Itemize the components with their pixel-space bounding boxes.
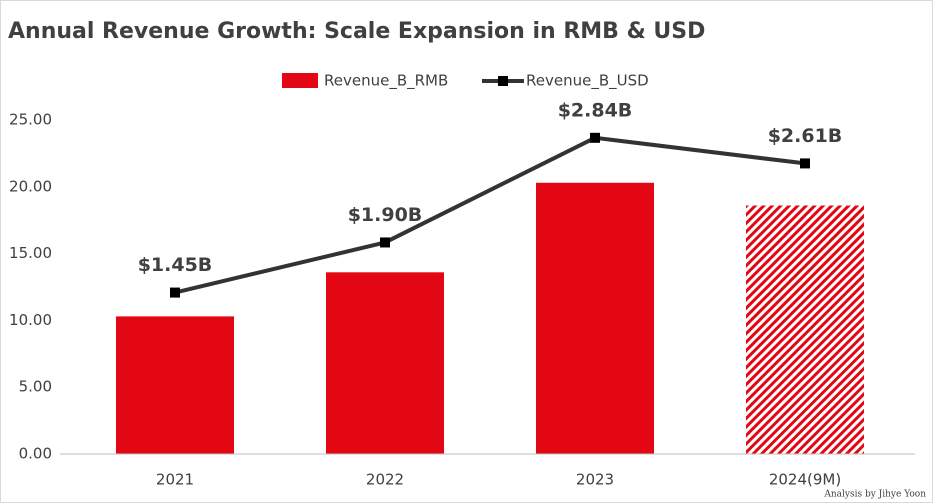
legend-label: Revenue_B_RMB bbox=[324, 72, 448, 91]
y-tick-label: 5.00 bbox=[19, 378, 52, 396]
y-tick-label: 15.00 bbox=[9, 244, 52, 262]
chart-title: Annual Revenue Growth: Scale Expansion i… bbox=[8, 19, 705, 44]
bar bbox=[536, 182, 654, 455]
value-label: $2.61B bbox=[768, 125, 843, 147]
x-tick-label: 2023 bbox=[576, 471, 614, 489]
value-label: $1.90B bbox=[348, 204, 423, 226]
footnote: Analysis by Jihye Yoon bbox=[823, 490, 926, 500]
line-marker bbox=[170, 287, 180, 298]
y-tick-label: 20.00 bbox=[9, 177, 52, 195]
legend-marker bbox=[498, 76, 508, 86]
bar bbox=[746, 205, 864, 454]
y-tick-label: 0.00 bbox=[19, 445, 52, 463]
legend-swatch bbox=[282, 73, 318, 88]
y-tick-label: 25.00 bbox=[9, 111, 52, 129]
value-label: $1.45B bbox=[138, 254, 213, 276]
line-marker bbox=[590, 132, 600, 143]
line-marker bbox=[800, 158, 810, 169]
line-marker bbox=[380, 237, 390, 248]
value-label: $2.84B bbox=[558, 99, 633, 121]
x-tick-label: 2024(9M) bbox=[769, 471, 841, 489]
x-tick-label: 2022 bbox=[366, 471, 404, 489]
x-tick-label: 2021 bbox=[156, 471, 194, 489]
legend-label: Revenue_B_USD bbox=[526, 72, 649, 91]
bar bbox=[116, 316, 234, 454]
line bbox=[174, 135, 806, 295]
y-tick-label: 10.00 bbox=[9, 311, 52, 329]
bar bbox=[326, 272, 444, 454]
